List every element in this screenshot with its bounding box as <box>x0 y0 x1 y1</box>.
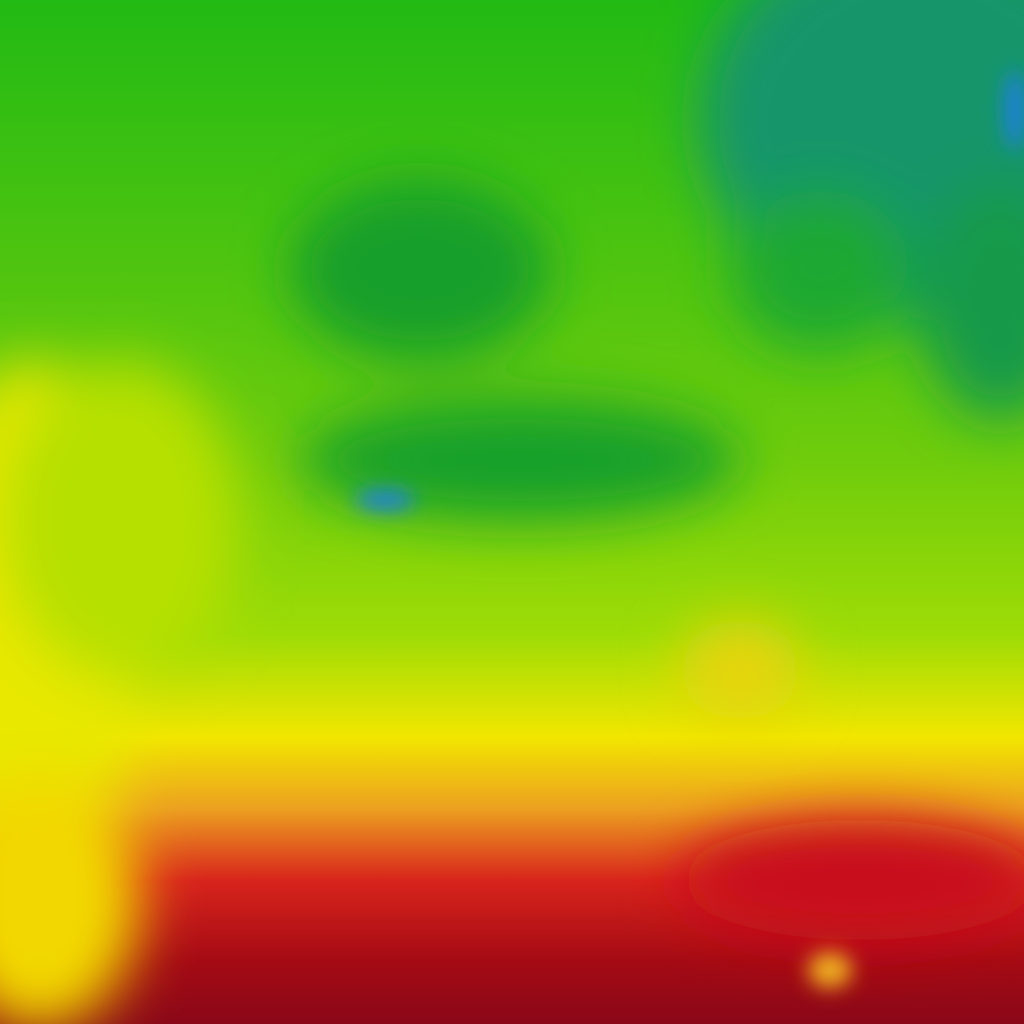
cold-spots <box>355 70 1024 988</box>
sahara-red-east <box>680 820 1024 940</box>
cold-spot-sierra <box>355 490 415 510</box>
atlas-yellow <box>680 620 800 720</box>
hot-spot-south <box>808 952 852 988</box>
pyrenees-green <box>730 190 910 350</box>
west-yellowgreen <box>0 360 240 680</box>
atlantic-yellow-bottom <box>0 770 140 1024</box>
northeast-teal-2 <box>920 180 1024 420</box>
meseta-south <box>300 400 740 520</box>
cold-spot-northeast <box>1005 70 1024 150</box>
meseta-north <box>290 180 550 360</box>
